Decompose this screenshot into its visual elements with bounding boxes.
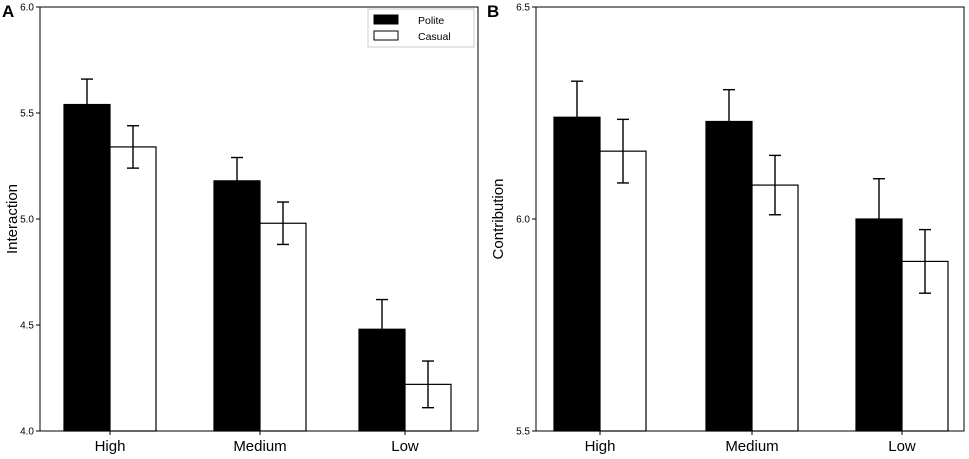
bar-polite-high [553, 116, 601, 432]
x-tick-labels-b: High Medium Low [585, 431, 916, 455]
bar-casual-high [599, 150, 647, 432]
y-axis-label-b: Contribution [490, 179, 507, 260]
y-ticks-a: 4.0 4.5 5.0 5.5 6.0 [20, 3, 40, 438]
panel-letter-a: A [2, 2, 14, 21]
panel-letter-b: B [487, 2, 499, 21]
y-ticks-b: 5.5 6.0 6.5 [516, 3, 536, 438]
y-tick-label: 5.0 [20, 215, 34, 226]
bar-polite-high [63, 103, 111, 432]
panel-a: A Interaction 4.0 4.5 5.0 5.5 6.0 High Medium… [2, 2, 479, 455]
legend: Polite Casual [367, 8, 475, 48]
x-tick-label-medium: Medium [725, 438, 778, 455]
bars-a [63, 78, 452, 432]
legend-label-casual: Casual [418, 31, 451, 43]
bar-casual-high [109, 146, 157, 432]
y-tick-label: 5.5 [516, 427, 530, 438]
bars-b [553, 80, 949, 432]
legend-swatch-polite [373, 14, 399, 25]
x-tick-labels-a: High Medium Low [95, 431, 419, 455]
bar-polite-medium [213, 180, 261, 432]
bar-casual-medium [751, 184, 799, 432]
y-tick-label: 6.0 [20, 3, 34, 14]
x-tick-label-low: Low [391, 438, 419, 455]
y-axis-label-a: Interaction [4, 184, 21, 254]
x-tick-label-low: Low [888, 438, 916, 455]
legend-label-polite: Polite [418, 15, 444, 27]
y-tick-label: 5.5 [20, 109, 34, 120]
x-tick-label-medium: Medium [233, 438, 286, 455]
legend-swatch-casual [373, 30, 399, 41]
y-tick-label: 6.0 [516, 215, 530, 226]
x-tick-label-high: High [585, 438, 616, 455]
y-tick-label: 4.0 [20, 427, 34, 438]
bar-polite-medium [705, 120, 753, 432]
x-tick-label-high: High [95, 438, 126, 455]
bar-casual-medium [259, 222, 307, 432]
y-tick-label: 6.5 [516, 3, 530, 14]
panel-b: B Contribution 5.5 6.0 6.5 High Medium Low [487, 2, 965, 455]
y-tick-label: 4.5 [20, 321, 34, 332]
